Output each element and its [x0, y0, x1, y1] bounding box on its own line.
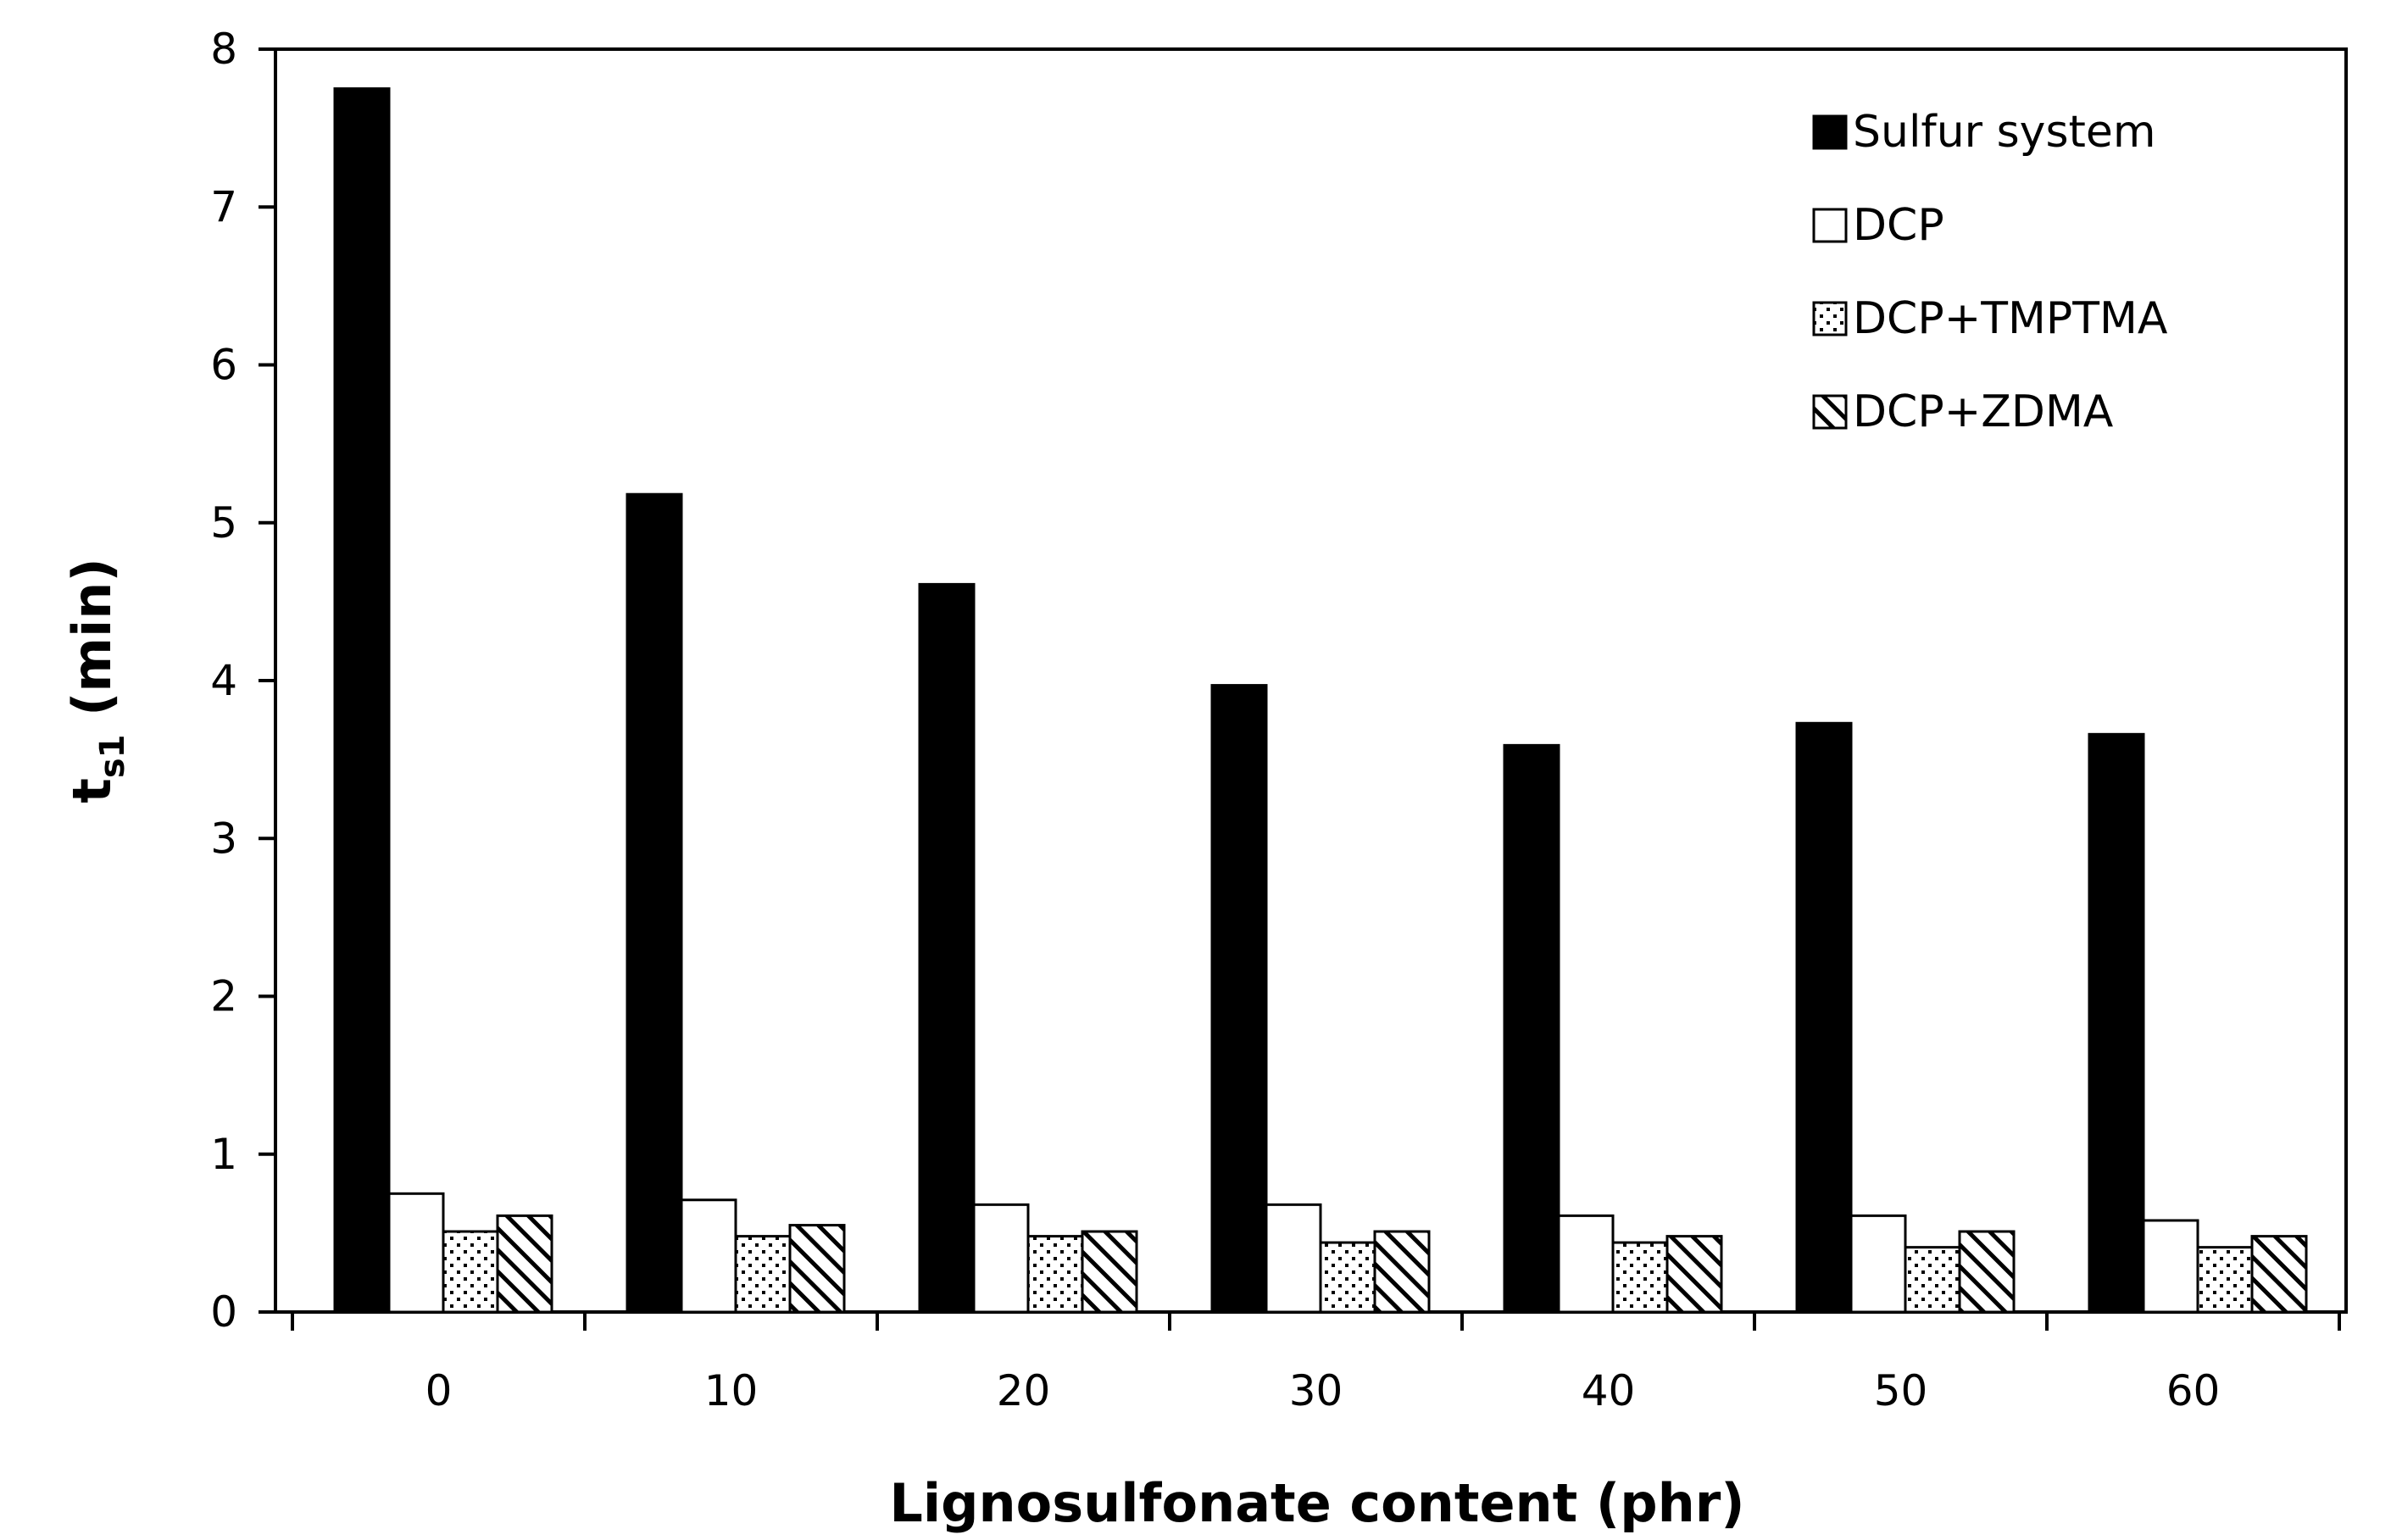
x-tick-label: 10 [704, 1366, 759, 1415]
y-tick-label: 6 [210, 341, 237, 390]
legend-label: DCP [1853, 200, 1944, 251]
bar [1611, 1241, 1669, 1314]
bar [1373, 1230, 1431, 1314]
bar [2196, 1246, 2254, 1314]
x-tick-label: 40 [1582, 1366, 1636, 1415]
legend-swatch [1812, 301, 1848, 336]
y-tick-label: 1 [210, 1130, 237, 1179]
y-tick-label: 7 [210, 182, 237, 231]
bar [1665, 1235, 1723, 1314]
bar [1795, 721, 1853, 1314]
svg-text:ts1 (min): ts1 (min) [61, 558, 132, 803]
y-tick-label: 5 [210, 498, 237, 548]
y-axis: 0 1 2 3 4 5 6 7 8 [210, 25, 275, 1337]
x-tick-label: 0 [425, 1366, 453, 1415]
bar [442, 1230, 499, 1314]
y-axis-title-main: t [61, 778, 123, 803]
x-axis: 0 10 20 30 40 50 60 [291, 1312, 2341, 1415]
legend-swatch [1812, 208, 1848, 243]
x-axis-title: Lignosulfonate content (phr) [889, 1472, 1744, 1534]
y-tick-label: 8 [210, 25, 237, 74]
y-tick-label: 4 [210, 656, 237, 705]
plot-area [274, 47, 2348, 1314]
bar [496, 1214, 553, 1314]
bar [2088, 732, 2145, 1314]
bar [788, 1224, 846, 1314]
bar [1904, 1246, 1961, 1314]
bar [2250, 1235, 2308, 1314]
bar [1319, 1241, 1376, 1314]
bar [972, 1203, 1030, 1314]
x-tick-label: 20 [997, 1366, 1051, 1415]
bars [333, 87, 2308, 1314]
bar [1503, 743, 1560, 1314]
legend-swatch [1812, 114, 1848, 150]
plot-frame [274, 47, 2348, 1314]
bar [1958, 1230, 2016, 1314]
bar [1265, 1203, 1322, 1314]
y-axis-title-subscript: s1 [93, 734, 132, 778]
legend: Sulfur system DCP DCP+TMPTMA DCP+ZDMA [1812, 107, 2168, 437]
y-tick-label: 2 [210, 972, 237, 1021]
bar [626, 492, 683, 1314]
bar [680, 1198, 737, 1314]
legend-label: Sulfur system [1853, 107, 2156, 158]
x-tick-label: 50 [1874, 1366, 1928, 1415]
bar [2142, 1219, 2199, 1314]
legend-label: DCP+ZDMA [1853, 386, 2114, 437]
bar [1210, 684, 1268, 1314]
y-axis-title: ts1 (min) [61, 558, 132, 803]
x-tick-label: 30 [1289, 1366, 1343, 1415]
bar [1026, 1235, 1084, 1314]
y-tick-label: 3 [210, 814, 237, 863]
bar [1849, 1214, 1907, 1314]
bar [734, 1235, 792, 1314]
bar [387, 1192, 445, 1314]
bar [333, 87, 391, 1314]
x-tick-label: 60 [2166, 1366, 2221, 1415]
bar [918, 582, 976, 1314]
bar [1081, 1230, 1138, 1314]
legend-swatch [1812, 394, 1848, 430]
legend-label: DCP+TMPTMA [1853, 293, 2168, 344]
bar [1557, 1214, 1615, 1314]
y-axis-title-unit: (min) [61, 558, 123, 734]
y-tick-label: 0 [210, 1287, 237, 1337]
